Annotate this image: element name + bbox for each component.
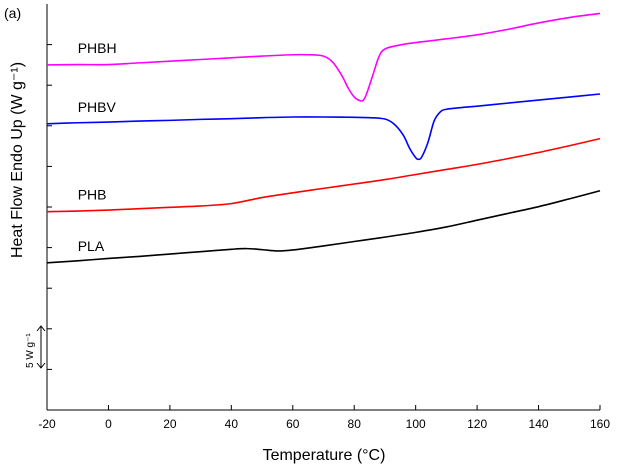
scale-bar: 5 W g⁻¹ [25, 325, 46, 369]
x-tick-label: -20 [38, 417, 56, 431]
x-tick-label: 160 [590, 417, 610, 431]
scale-bar-label: 5 W g⁻¹ [25, 333, 36, 368]
panel-label: (a) [4, 5, 21, 21]
y-axis-title: Heat Flow Endo Up (W g⁻¹) [9, 62, 26, 258]
series-label-phb: PHB [78, 187, 107, 203]
x-tick-label: 100 [406, 417, 426, 431]
series-line-pla [46, 189, 601, 264]
series-line-phb [46, 137, 601, 213]
x-tick-label: 20 [163, 417, 177, 431]
x-tick-label: 120 [467, 417, 487, 431]
y-axis-ticks [47, 44, 52, 370]
series-label-pla: PLA [78, 238, 105, 254]
x-tick-label: 0 [105, 417, 112, 431]
scale-bar-arrow-down-icon [36, 362, 46, 369]
series-line-phbv [46, 93, 601, 161]
plot-frame [46, 4, 600, 411]
x-axis-ticks: -20 0 20 40 60 80 100 120 140 160 [38, 405, 610, 431]
series-group [46, 12, 601, 264]
scale-bar-arrow-up-icon [36, 325, 46, 332]
x-axis-title: Temperature (°C) [263, 447, 386, 464]
x-tick-label: 60 [286, 417, 300, 431]
series-labels: PHBH PHBV PHB PLA [78, 40, 117, 254]
series-line-phbh [46, 12, 601, 102]
x-tick-label: 80 [348, 417, 362, 431]
x-tick-label: 40 [225, 417, 239, 431]
x-tick-label: 140 [529, 417, 549, 431]
series-label-phbv: PHBV [78, 99, 117, 115]
series-label-phbh: PHBH [78, 40, 117, 56]
